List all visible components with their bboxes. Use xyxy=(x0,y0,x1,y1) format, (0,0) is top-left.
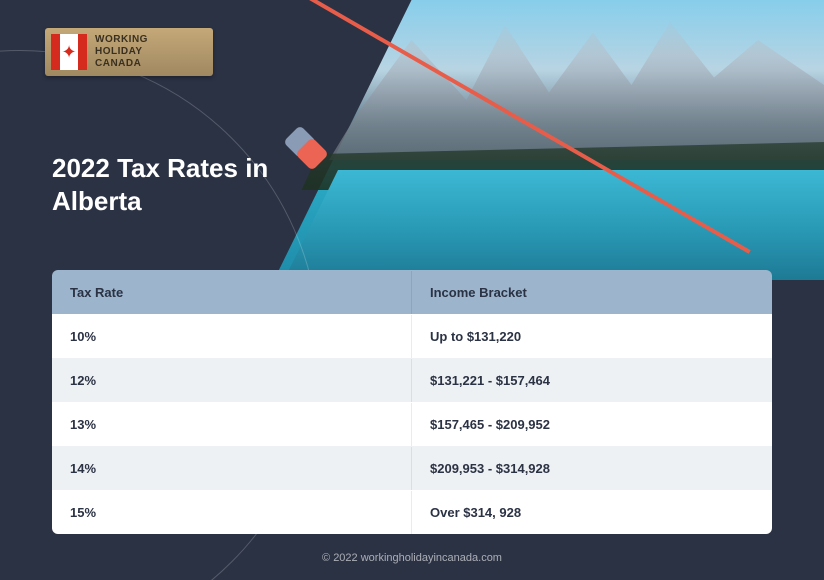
table-row: 12% $131,221 - $157,464 xyxy=(52,358,772,402)
table-row: 14% $209,953 - $314,928 xyxy=(52,446,772,490)
logo-text: WORKING HOLIDAY CANADA xyxy=(95,34,148,70)
income-bracket-cell: $157,465 - $209,952 xyxy=(412,403,772,446)
logo-line-1: WORKING xyxy=(95,34,148,46)
logo-line-3: CANADA xyxy=(95,58,148,70)
maple-leaf-icon: ✦ xyxy=(61,42,76,63)
column-header-income-bracket: Income Bracket xyxy=(412,271,772,314)
table-row: 13% $157,465 - $209,952 xyxy=(52,402,772,446)
logo-line-2: HOLIDAY xyxy=(95,46,148,58)
table-row: 15% Over $314, 928 xyxy=(52,490,772,534)
income-bracket-cell: $131,221 - $157,464 xyxy=(412,359,772,402)
tax-rates-table: Tax Rate Income Bracket 10% Up to $131,2… xyxy=(52,270,772,534)
income-bracket-cell: Over $314, 928 xyxy=(412,491,772,534)
lake-water xyxy=(284,170,824,280)
page-title: 2022 Tax Rates in Alberta xyxy=(52,152,312,217)
table-row: 10% Up to $131,220 xyxy=(52,314,772,358)
income-bracket-cell: Up to $131,220 xyxy=(412,315,772,358)
tax-rate-cell: 13% xyxy=(52,403,412,446)
footer-copyright: © 2022 workingholidayincanada.com xyxy=(0,552,824,564)
canada-flag-icon: ✦ xyxy=(51,34,87,70)
tax-rate-cell: 15% xyxy=(52,491,412,534)
tax-rate-cell: 12% xyxy=(52,359,412,402)
column-header-tax-rate: Tax Rate xyxy=(52,271,412,314)
tax-rate-cell: 14% xyxy=(52,447,412,490)
logo-badge: ✦ WORKING HOLIDAY CANADA xyxy=(45,28,213,76)
table-body: 10% Up to $131,220 12% $131,221 - $157,4… xyxy=(52,314,772,534)
table-header-row: Tax Rate Income Bracket xyxy=(52,270,772,314)
tax-rate-cell: 10% xyxy=(52,315,412,358)
income-bracket-cell: $209,953 - $314,928 xyxy=(412,447,772,490)
